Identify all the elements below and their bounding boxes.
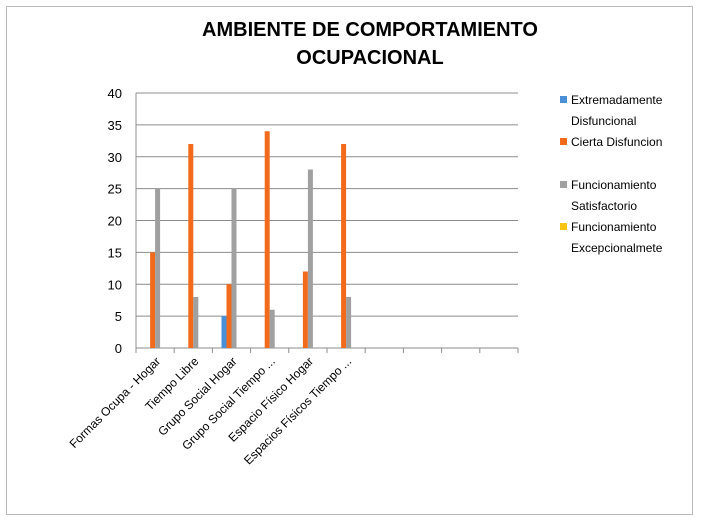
bar [264,131,270,348]
y-tick-label: 40 [108,86,122,101]
legend-swatch [560,96,567,103]
y-tick-label: 15 [108,245,122,260]
legend-label: Disfuncional [571,114,636,128]
y-tick-label: 30 [108,150,122,165]
bar [341,144,347,348]
legend-label: Excepcionalmete [571,241,663,255]
legend-swatch [560,181,567,188]
bar [150,252,156,348]
legend-swatch [560,223,567,230]
y-tick-label: 10 [108,277,122,292]
bar [188,144,194,348]
chart-title-line: AMBIENTE DE COMPORTAMIENTO [202,19,538,41]
bar [269,309,275,348]
bar [302,271,308,348]
legend-label: Cierta Disfuncion [571,135,662,149]
y-tick-label: 20 [108,214,122,229]
legend-label: Funcionamiento [571,178,657,192]
chart-frame [6,6,693,515]
y-tick-label: 0 [115,341,122,356]
chart-title-line: OCUPACIONAL [296,47,443,69]
bar [193,297,199,348]
legend-label: Extremadamente [571,93,663,107]
legend-swatch [560,138,567,145]
y-tick-label: 25 [108,182,122,197]
bar [307,169,313,348]
bar [226,284,232,348]
bar [155,188,161,348]
legend-label: Funcionamiento [571,220,657,234]
y-tick-label: 35 [108,118,122,133]
y-tick-label: 5 [115,309,122,324]
legend-label: Satisfactorio [571,199,637,213]
bar [231,188,237,348]
bar [346,297,352,348]
bar [221,316,227,348]
